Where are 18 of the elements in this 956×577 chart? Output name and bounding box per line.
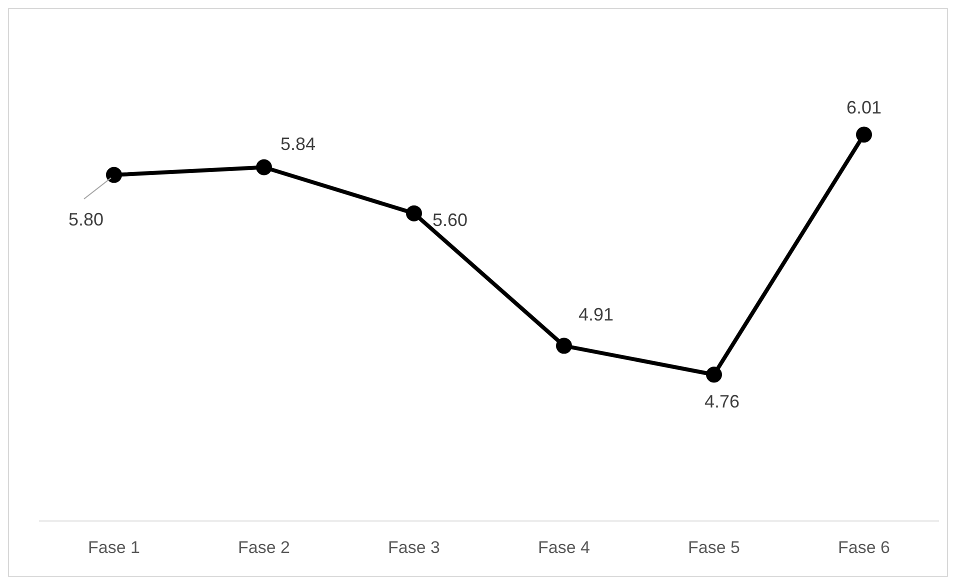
x-tick-label: Fase 3 — [388, 538, 440, 558]
x-tick-label: Fase 4 — [538, 538, 590, 558]
x-tick-label: Fase 6 — [838, 538, 890, 558]
point — [256, 159, 272, 176]
point — [856, 126, 872, 143]
data-label: 4.76 — [704, 391, 740, 412]
x-tick-label: Fase 5 — [688, 538, 740, 558]
point — [106, 166, 122, 183]
data-label: 5.80 — [68, 210, 104, 230]
x-tick-label: Fase 1 — [88, 538, 140, 558]
point — [556, 338, 572, 354]
data-label: 5.60 — [432, 210, 468, 230]
data-label: 5.84 — [280, 134, 316, 154]
data-label: 6.01 — [846, 97, 882, 118]
x-tick-label: Fase 2 — [238, 538, 290, 558]
data-label: 4.91 — [578, 304, 614, 325]
point — [406, 205, 422, 222]
point — [706, 366, 722, 383]
